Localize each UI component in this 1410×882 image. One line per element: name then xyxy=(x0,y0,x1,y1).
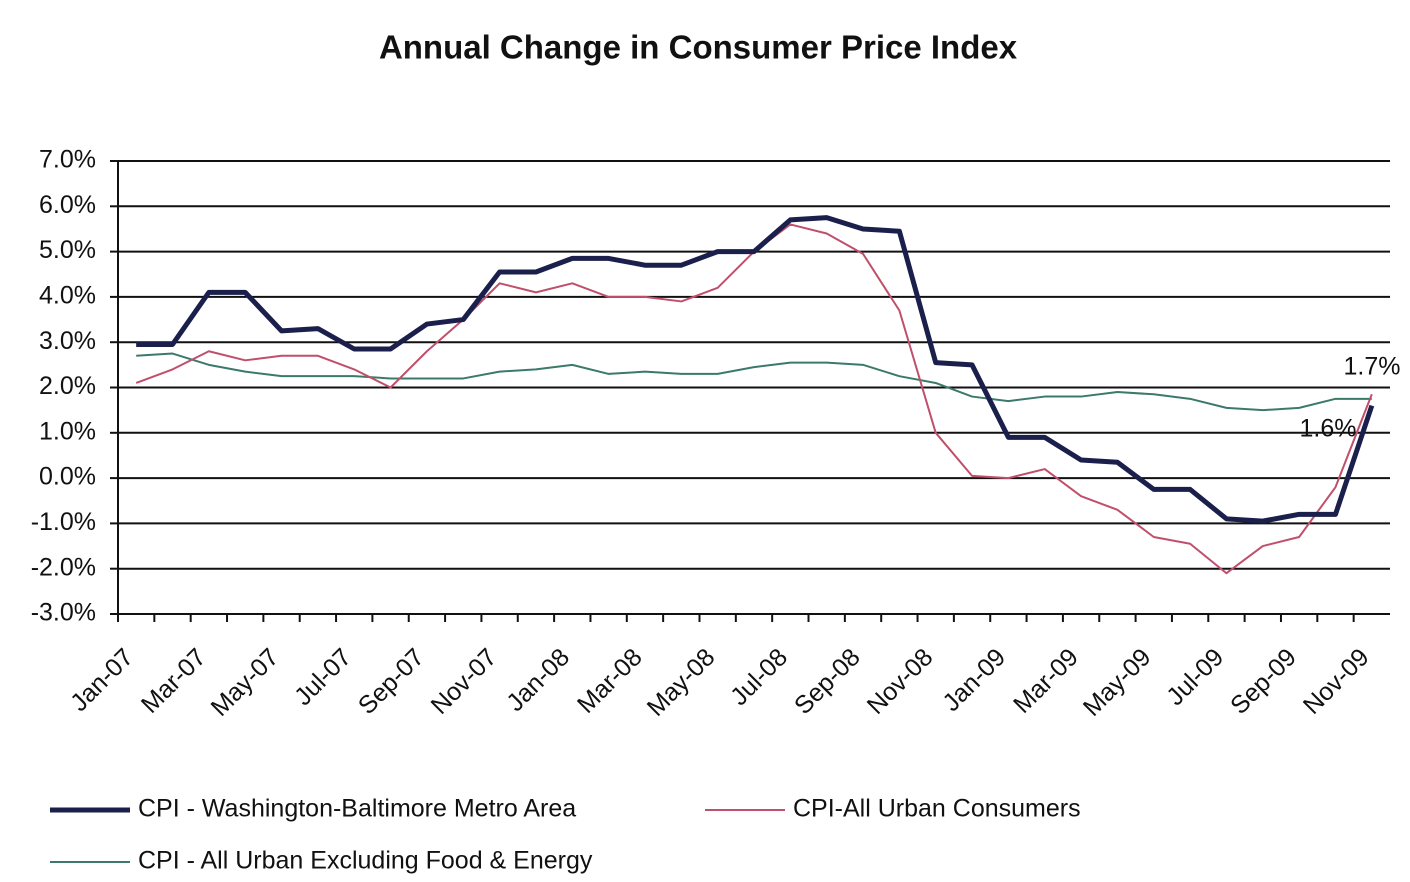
series-line xyxy=(136,352,1372,412)
x-tick-label: Jul-08 xyxy=(725,643,793,711)
annotation: 1.7% xyxy=(1344,353,1401,381)
x-tick-label: Mar-08 xyxy=(572,643,648,719)
y-tick-label: 0.0% xyxy=(39,463,96,491)
annotation: 1.6% xyxy=(1300,415,1357,443)
x-tick-label: Sep-09 xyxy=(1225,643,1302,720)
y-tick-label: 7.0% xyxy=(39,146,96,174)
x-tick-label: Nov-08 xyxy=(862,643,939,720)
legend-label: CPI - Washington-Baltimore Metro Area xyxy=(138,795,576,823)
series-line xyxy=(136,215,1375,524)
y-tick-label: 6.0% xyxy=(39,191,96,219)
y-tick-label: 3.0% xyxy=(39,327,96,355)
y-tick-label: -1.0% xyxy=(31,508,96,536)
chart-title: Annual Change in Consumer Price Index xyxy=(379,29,1018,66)
x-tick-label: Jan-07 xyxy=(65,643,139,717)
y-tick-label: -3.0% xyxy=(31,599,96,627)
y-tick-label: 1.0% xyxy=(39,417,96,445)
x-tick-label: Jul-09 xyxy=(1161,643,1229,711)
x-tick-label: Jan-08 xyxy=(501,643,575,717)
y-tick-label: -2.0% xyxy=(31,553,96,581)
x-tick-label: May-07 xyxy=(206,643,285,722)
y-tick-label: 2.0% xyxy=(39,372,96,400)
x-tick-label: Sep-07 xyxy=(353,643,430,720)
x-tick-label: May-08 xyxy=(642,643,721,722)
x-tick-label: Sep-08 xyxy=(789,643,866,720)
x-tick-label: Mar-09 xyxy=(1008,643,1084,719)
x-tick-label: Nov-07 xyxy=(426,643,503,720)
y-tick-label: 5.0% xyxy=(39,236,96,264)
x-tick-label: Nov-09 xyxy=(1298,643,1375,720)
y-tick-label: 4.0% xyxy=(39,282,96,310)
x-tick-label: May-09 xyxy=(1078,643,1157,722)
legend-label: CPI - All Urban Excluding Food & Energy xyxy=(138,847,593,875)
x-tick-label: Jan-09 xyxy=(937,643,1011,717)
x-tick-label: Jul-07 xyxy=(289,643,357,711)
x-tick-label: Mar-07 xyxy=(136,643,212,719)
legend-label: CPI-All Urban Consumers xyxy=(793,795,1081,823)
